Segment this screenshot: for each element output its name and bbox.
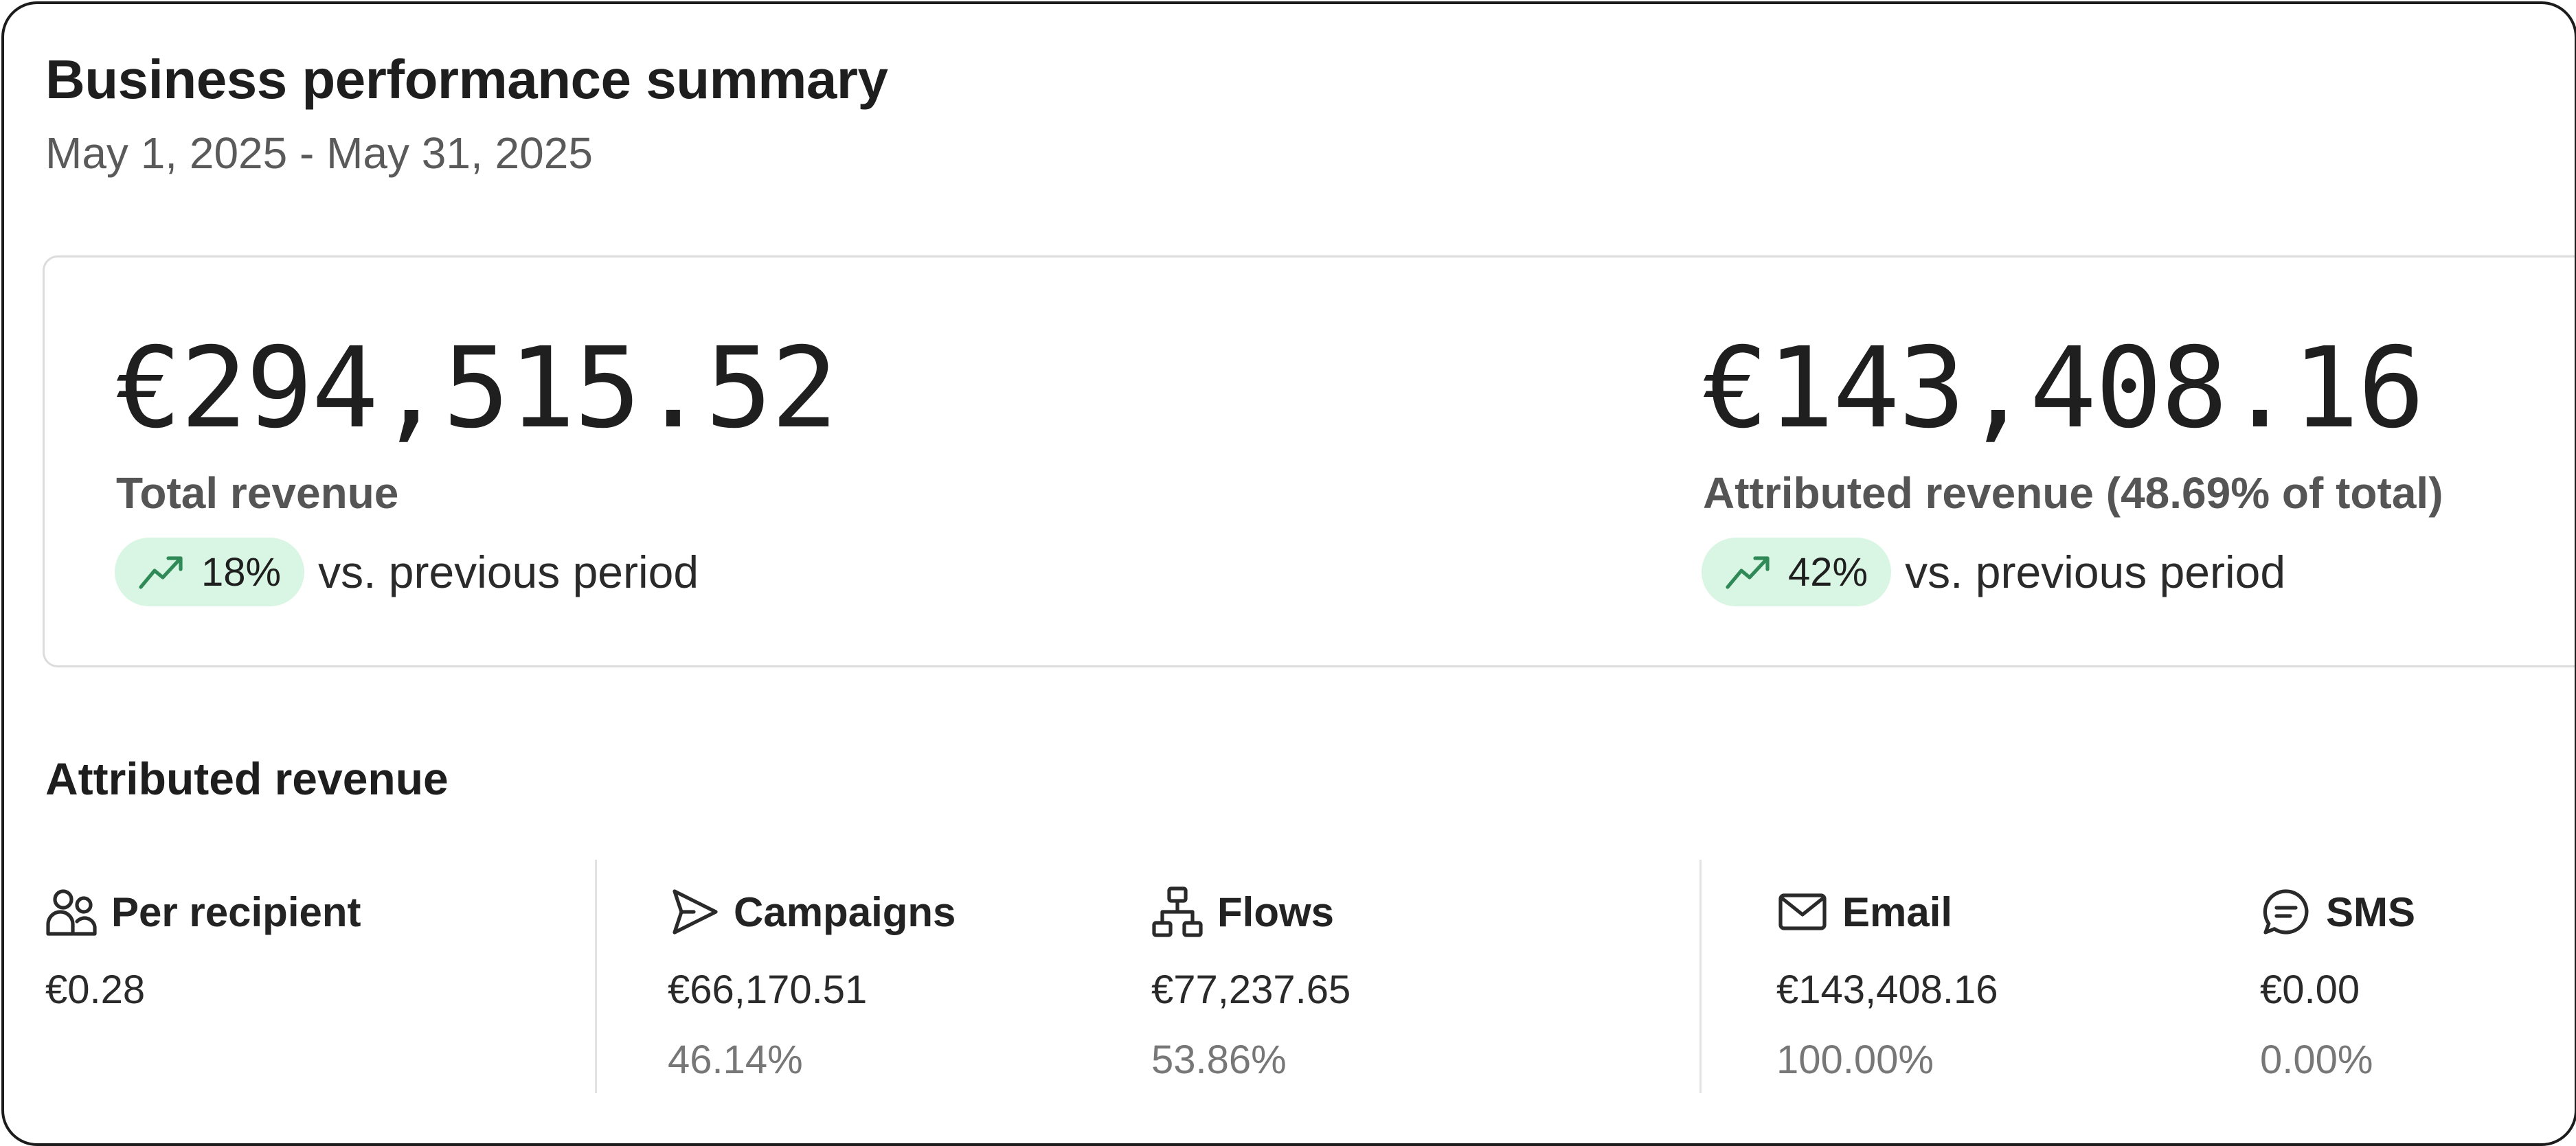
metric-percent: 46.14% bbox=[668, 1038, 803, 1082]
users-icon bbox=[46, 889, 97, 936]
metric-name: Email bbox=[1842, 889, 1953, 935]
kpi-trend: 18% vs. previous period bbox=[115, 538, 699, 606]
metric-value: €0.00 bbox=[2260, 967, 2360, 1012]
metric-name: Per recipient bbox=[111, 889, 361, 935]
page-title: Business performance summary bbox=[45, 49, 888, 110]
column-divider bbox=[1699, 860, 1702, 1093]
date-range: May 1, 2025 - May 31, 2025 bbox=[45, 128, 593, 178]
metric-name: SMS bbox=[2326, 889, 2416, 935]
trend-comparison: vs. previous period bbox=[1905, 547, 2286, 597]
kpi-value: €143,408.16 bbox=[1702, 324, 2425, 453]
kpi-card: €294,515.52 Total revenue 18% vs. previo… bbox=[43, 255, 2575, 667]
trend-badge: 18% bbox=[115, 538, 305, 606]
metric-sms: SMS €0.00 0.00% bbox=[2259, 884, 2416, 1083]
kpi-label: Total revenue bbox=[116, 468, 399, 518]
metric-percent: 0.00% bbox=[2260, 1038, 2373, 1082]
kpi-trend: 42% vs. previous period bbox=[1702, 538, 2285, 606]
column-divider bbox=[595, 860, 597, 1093]
metric-value: €66,170.51 bbox=[668, 967, 868, 1012]
metric-email: Email €143,408.16 100.00% bbox=[1775, 884, 1998, 1083]
metric-per-recipient: Per recipient €0.28 bbox=[44, 884, 361, 1013]
trend-comparison: vs. previous period bbox=[318, 547, 699, 597]
trend-percent: 18% bbox=[201, 549, 282, 595]
kpi-label: Attributed revenue (48.69% of total) bbox=[1703, 468, 2443, 518]
metric-name: Campaigns bbox=[734, 889, 956, 935]
trend-up-icon bbox=[139, 556, 183, 589]
metric-value: €143,408.16 bbox=[1776, 967, 1998, 1012]
metric-campaigns: Campaigns €66,170.51 46.14% bbox=[666, 884, 956, 1083]
mail-icon bbox=[1778, 893, 1827, 930]
metric-percent: 53.86% bbox=[1151, 1038, 1287, 1082]
metric-flows: Flows €77,237.65 53.86% bbox=[1150, 884, 1351, 1082]
metric-name: Flows bbox=[1217, 889, 1335, 935]
flow-icon bbox=[1152, 886, 1203, 937]
metric-value: €0.28 bbox=[45, 967, 146, 1012]
metric-percent: 100.00% bbox=[1776, 1038, 1934, 1082]
chat-icon bbox=[2263, 889, 2309, 935]
trend-percent: 42% bbox=[1788, 549, 1868, 595]
metric-value: €77,237.65 bbox=[1151, 967, 1351, 1012]
trend-up-icon bbox=[1726, 556, 1770, 589]
kpi-value: €294,515.52 bbox=[115, 324, 838, 453]
send-icon bbox=[673, 889, 718, 935]
trend-badge: 42% bbox=[1702, 538, 1892, 606]
section-title-attributed-revenue: Attributed revenue bbox=[45, 753, 449, 804]
